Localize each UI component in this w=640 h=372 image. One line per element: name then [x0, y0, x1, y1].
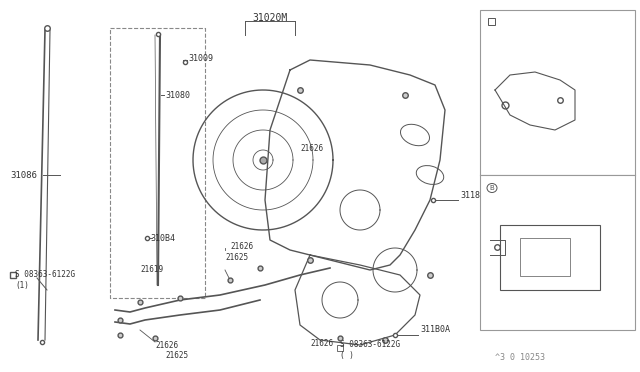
Text: ^3 0 10253: ^3 0 10253 [495, 353, 545, 362]
Text: 21626: 21626 [230, 241, 253, 250]
Bar [500, 225, 600, 290]
Text: 31037: 31037 [575, 96, 600, 105]
Text: 31086: 31086 [10, 170, 37, 180]
Text: B 0B146-6162G
(2): B 0B146-6162G (2) [500, 176, 560, 196]
Text: 31036: 31036 [575, 221, 600, 230]
Text: 311B0A: 311B0A [420, 326, 450, 334]
Bar [337, 345, 343, 351]
Bar [480, 10, 635, 175]
Text: 21626: 21626 [155, 341, 178, 350]
Text: S 08368-6165G
(2): S 08368-6165G (2) [498, 10, 558, 30]
Text: S 08363-6122G
(1): S 08363-6122G (1) [15, 270, 75, 290]
Bar [480, 175, 635, 330]
Text: 21626: 21626 [310, 340, 333, 349]
Text: 21619: 21619 [140, 266, 163, 275]
Text: 31020M: 31020M [252, 13, 287, 23]
Text: 31080: 31080 [165, 90, 190, 99]
Text: 31180A: 31180A [460, 190, 490, 199]
Text: 310B4: 310B4 [150, 234, 175, 243]
Bar [110, 28, 205, 298]
Text: B: B [490, 185, 494, 191]
Text: 21626: 21626 [300, 144, 323, 153]
Text: 31009: 31009 [188, 54, 213, 62]
Text: S 08363-6122G
( ): S 08363-6122G ( ) [340, 340, 400, 360]
Text: 21625: 21625 [165, 352, 188, 360]
Text: 21625: 21625 [225, 253, 248, 263]
Bar [520, 238, 570, 276]
Bar [488, 18, 495, 25]
